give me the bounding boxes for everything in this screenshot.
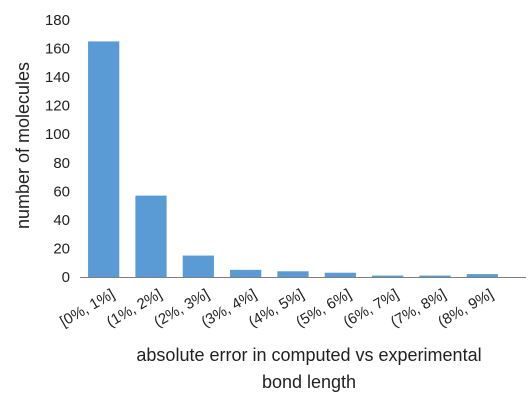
bar	[466, 274, 498, 277]
y-tick-label: 180	[45, 12, 70, 29]
x-axis-title-line-2: bond length	[262, 372, 356, 392]
y-tick-label: 20	[53, 240, 70, 257]
bar	[230, 269, 262, 277]
y-axis-title: number of molecules	[13, 62, 33, 229]
y-tick-label: 80	[53, 155, 70, 172]
bar	[277, 271, 309, 277]
y-tick-label: 120	[45, 98, 70, 115]
y-axis-ticks: 0 20 40 60 80 100 120 140 160 180	[45, 12, 70, 286]
y-tick-label: 40	[53, 212, 70, 229]
y-tick-label: 60	[53, 183, 70, 200]
bar	[419, 275, 451, 277]
y-tick-label: 100	[45, 126, 70, 143]
bar	[88, 41, 120, 277]
bars	[88, 41, 498, 277]
y-tick-label: 140	[45, 69, 70, 86]
x-axis-ticks: [0%, 1%](1%, 2%](2%, 3%](3%, 4%](4%, 5%]…	[57, 286, 496, 331]
bar	[372, 275, 404, 277]
bar	[135, 195, 167, 277]
y-tick-label: 160	[45, 41, 70, 58]
bar	[182, 255, 214, 277]
bar	[324, 272, 356, 277]
x-axis-title-line-1: absolute error in computed vs experiment…	[136, 345, 481, 365]
y-tick-label: 0	[62, 269, 70, 286]
